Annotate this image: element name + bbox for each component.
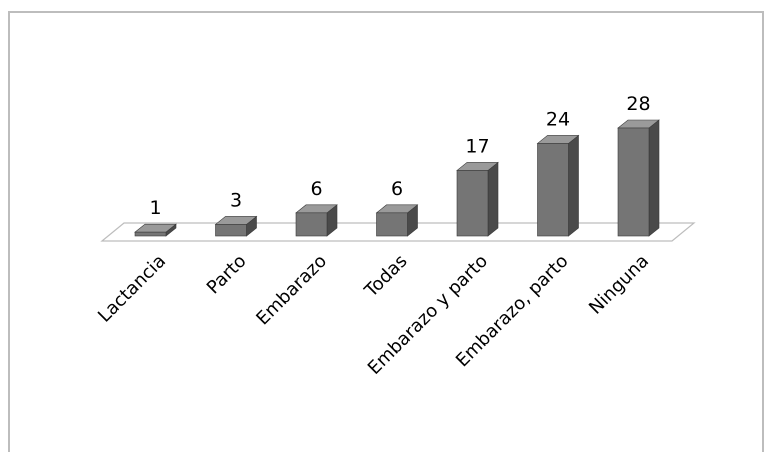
bar-3 <box>295 204 338 237</box>
chart-floor <box>100 222 696 242</box>
bar-6 <box>536 134 580 237</box>
data-label: 6 <box>310 178 322 200</box>
data-label: 6 <box>391 178 403 200</box>
data-label: 17 <box>465 135 489 157</box>
category-label: Todas <box>360 251 411 302</box>
bar-7 <box>617 119 660 237</box>
data-label: 1 <box>149 197 161 219</box>
category-label: Ninguna <box>585 251 653 319</box>
data-label: 28 <box>626 93 650 115</box>
bar-5 <box>456 161 499 237</box>
bar-4 <box>375 204 419 237</box>
bar-1 <box>134 223 177 237</box>
data-label: 3 <box>230 189 242 211</box>
category-label: Embarazo <box>252 251 331 330</box>
category-label: Parto <box>203 251 251 299</box>
data-label: 24 <box>546 108 570 130</box>
category-label: Lactancia <box>94 251 170 327</box>
bar-2 <box>214 215 258 237</box>
